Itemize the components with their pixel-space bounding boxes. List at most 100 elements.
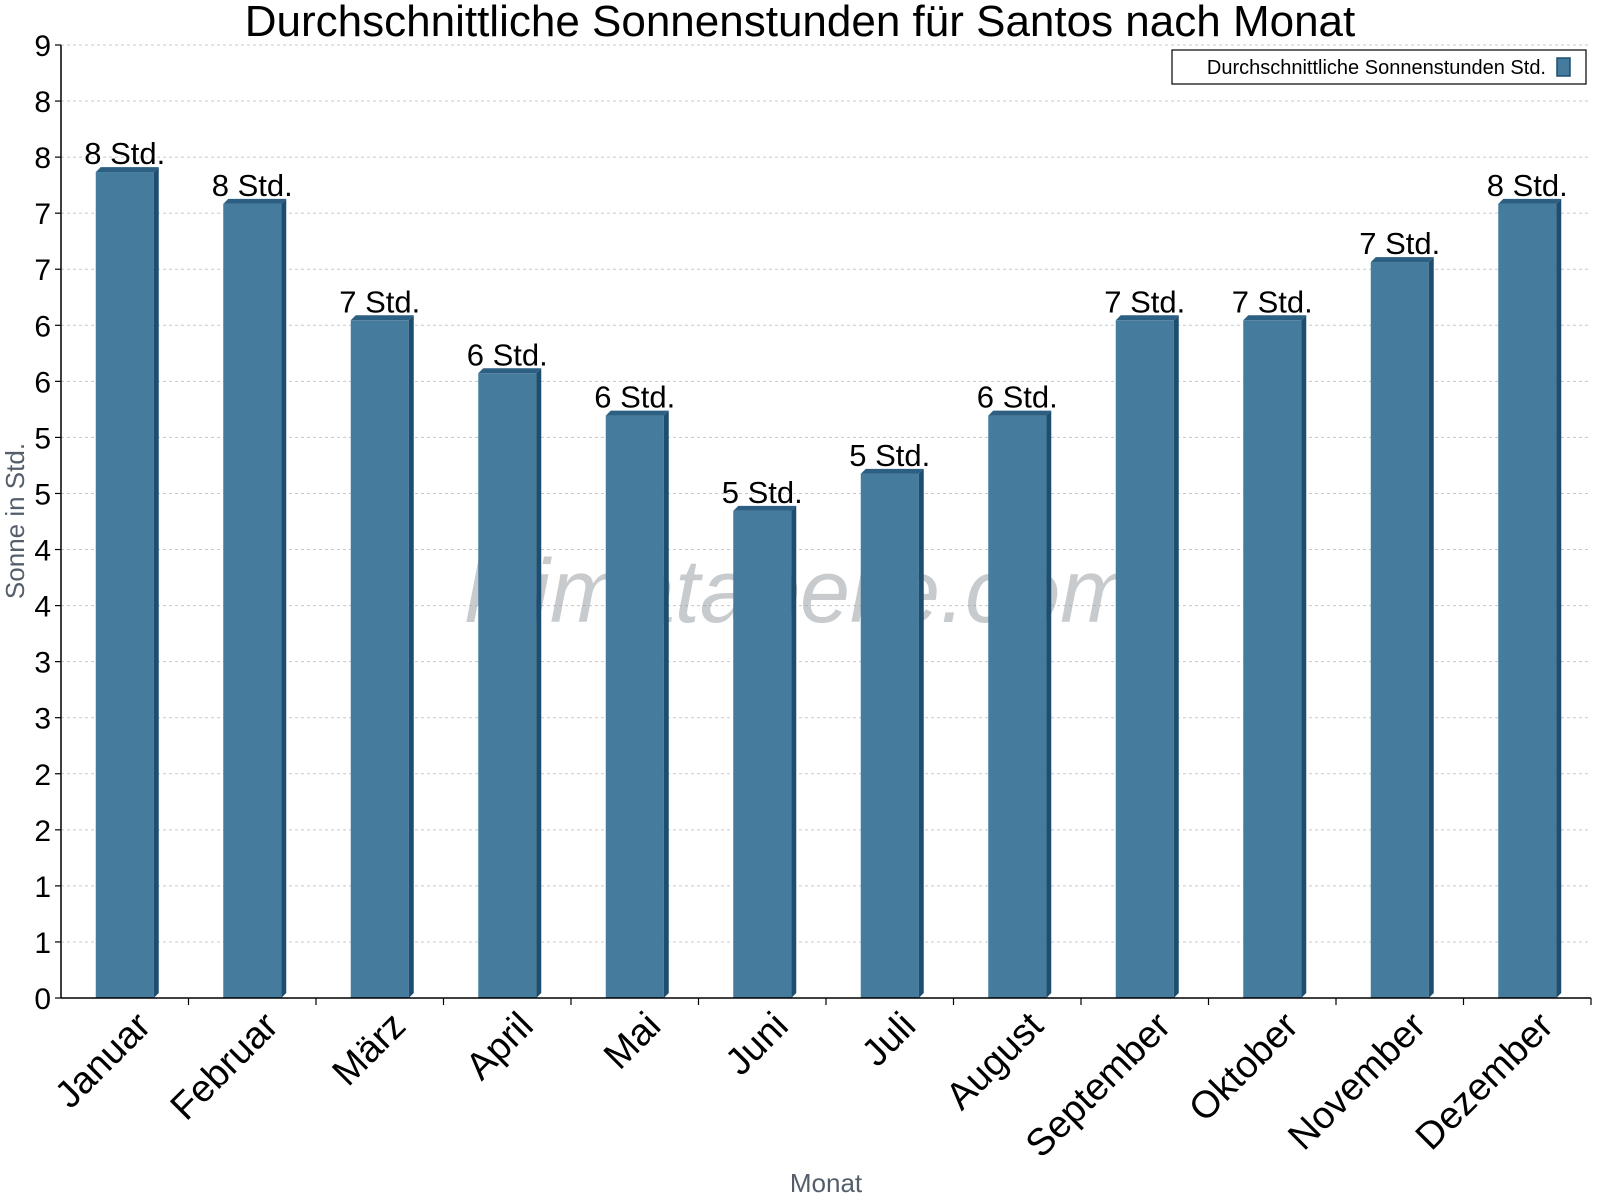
data-label: 6 Std. [977, 380, 1058, 415]
data-label: 7 Std. [1232, 284, 1313, 319]
x-tick-label: November [1280, 1004, 1434, 1158]
bar-top [860, 468, 924, 474]
bar-side [1301, 315, 1307, 998]
y-tick-label: 8 [34, 86, 51, 119]
bar-top [1243, 315, 1307, 321]
bar-top [1370, 257, 1434, 263]
data-label: 5 Std. [722, 475, 803, 510]
bar [1498, 198, 1562, 999]
data-label: 5 Std. [849, 438, 930, 473]
legend-swatch [1556, 57, 1571, 77]
bar-side [408, 315, 414, 998]
legend-box [1171, 49, 1587, 85]
legend: Durchschnittliche Sonnenstunden Std. [1171, 49, 1587, 85]
x-tick-label: Januar [47, 1004, 159, 1116]
data-label: 8 Std. [212, 168, 293, 203]
bar-top [223, 198, 287, 204]
bar-top [1498, 198, 1562, 204]
y-tick-label: 6 [34, 310, 51, 343]
data-label: 7 Std. [1359, 226, 1440, 261]
bar-front [1243, 320, 1302, 998]
grid-lines [61, 44, 1591, 943]
y-tick-label: 1 [34, 871, 51, 904]
chart-title: Durchschnittliche Sonnenstunden für Sant… [245, 0, 1355, 46]
bar-side [1173, 315, 1179, 998]
y-tick-label: 7 [34, 254, 51, 287]
x-axis-ticks: Januar Februar März April Mai Juni Juli AugustS… [47, 998, 1592, 1166]
y-tick-label: 4 [34, 591, 51, 624]
x-tick-label: Mai [596, 1005, 669, 1078]
data-labels-group: 8 Std. 8 Std. 7 Std. 6 Std. 6 Std. 5 Std. 5 St… [84, 136, 1568, 510]
y-axis-ticks: 0 1 1 2 2 3 3 4 4 5 5 6 6 7 7 8 8 9 [34, 30, 61, 1016]
y-tick-label: 3 [34, 703, 51, 736]
bar-side [1046, 410, 1052, 999]
bar-front [733, 510, 792, 998]
x-axis-title: Monat [790, 1168, 863, 1198]
legend-label: Durchschnittliche Sonnenstunden Std. [1207, 57, 1546, 79]
y-tick-label: 5 [34, 478, 51, 511]
x-tick-label: Juni [718, 1005, 797, 1084]
bar [1243, 315, 1307, 998]
bar [478, 368, 542, 998]
bar [1115, 315, 1179, 998]
x-tick-label: Dezember [1408, 1004, 1562, 1158]
bar-side [663, 410, 669, 999]
bar-top [733, 505, 797, 511]
bar [860, 468, 924, 999]
bar-top [605, 410, 669, 416]
bar [223, 198, 287, 999]
x-tick-label: März [325, 1005, 414, 1094]
bar-side [281, 198, 287, 999]
data-label: 6 Std. [467, 337, 548, 372]
bar-front [860, 473, 919, 999]
bar-front [988, 415, 1047, 999]
bar-top [95, 167, 159, 173]
bar-front [95, 172, 154, 999]
x-tick-label: April [458, 1005, 541, 1088]
bar-top [1115, 315, 1179, 321]
x-tick-label: Oktober [1181, 1004, 1307, 1130]
bar-front [350, 320, 409, 998]
bar-top [478, 368, 542, 374]
bar-front [605, 415, 664, 999]
bar-front [1498, 203, 1557, 999]
y-tick-label: 1 [34, 927, 51, 960]
y-tick-label: 0 [34, 983, 51, 1016]
bar [1370, 257, 1434, 998]
bar [605, 410, 669, 999]
bar-side [1556, 198, 1562, 999]
bar-side [918, 468, 924, 999]
y-tick-label: 5 [34, 422, 51, 455]
data-label: 7 Std. [1104, 284, 1185, 319]
bar [95, 167, 159, 999]
x-tick-label: Februar [163, 1004, 287, 1128]
bar-front [223, 203, 282, 999]
bar-side [153, 167, 159, 999]
y-tick-label: 6 [34, 366, 51, 399]
x-tick-label: Juli [854, 1005, 924, 1075]
data-label: 7 Std. [339, 284, 420, 319]
y-tick-label: 2 [34, 759, 51, 792]
bar-top [988, 410, 1052, 416]
bar [350, 315, 414, 998]
bar-front [1370, 262, 1429, 998]
y-tick-label: 2 [34, 815, 51, 848]
bar-side [791, 505, 797, 998]
bar [733, 505, 797, 998]
bar-top [350, 315, 414, 321]
bar-front [478, 373, 537, 998]
bars-group [95, 167, 1562, 999]
y-tick-label: 3 [34, 647, 51, 680]
y-tick-label: 4 [34, 535, 51, 568]
bar-side [1428, 257, 1434, 998]
y-tick-label: 7 [34, 198, 51, 231]
bar-front [1115, 320, 1174, 998]
y-tick-label: 8 [34, 142, 51, 175]
y-axis-title: Sonne in Std. [0, 443, 30, 599]
data-label: 8 Std. [1487, 168, 1568, 203]
bar-side [536, 368, 542, 998]
bar [988, 410, 1052, 999]
data-label: 6 Std. [594, 380, 675, 415]
y-tick-label: 9 [34, 30, 51, 63]
